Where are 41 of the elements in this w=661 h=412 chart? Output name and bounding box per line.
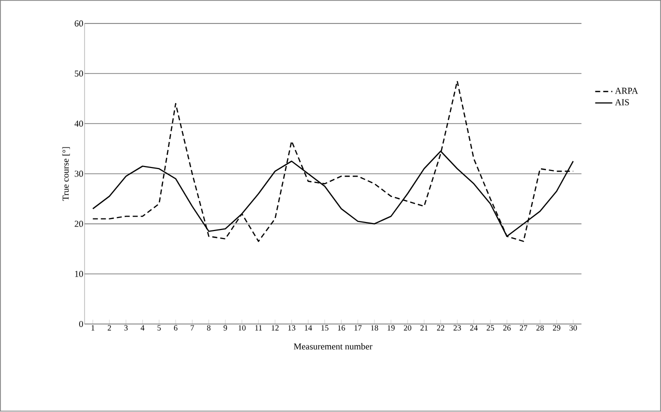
- x-tick-label: 30: [570, 325, 577, 331]
- x-tick-label: 25: [486, 325, 494, 331]
- y-tick-label: 0: [79, 321, 84, 328]
- y-tick-label: 50: [74, 70, 84, 77]
- x-tick-label: 12: [272, 325, 279, 331]
- x-tick-label: 27: [520, 325, 528, 331]
- x-tick-label: 1: [92, 325, 94, 331]
- y-tick-label: 20: [74, 220, 84, 228]
- x-tick-label: 3: [124, 325, 128, 331]
- x-tick-label: 2: [108, 325, 111, 331]
- x-tick-label: 21: [420, 325, 428, 331]
- x-tick-label: 19: [388, 325, 395, 331]
- x-tick-label: 11: [255, 325, 262, 331]
- legend-label: ARPA: [615, 88, 638, 94]
- x-tick-label: 9: [224, 325, 228, 331]
- x-tick-label: 24: [470, 325, 478, 331]
- x-axis-title: Measurement number: [294, 343, 372, 350]
- y-tick-label: 10: [75, 271, 84, 278]
- x-tick-label: 16: [338, 325, 346, 331]
- x-tick-label: 15: [321, 325, 328, 331]
- x-tick-label: 17: [354, 325, 362, 331]
- y-axis-title: True course [°]: [62, 147, 70, 201]
- legend-label: AIS: [615, 99, 629, 106]
- x-tick-label: 23: [454, 325, 461, 331]
- x-tick-label: 7: [190, 325, 194, 331]
- x-tick-label: 26: [503, 325, 511, 331]
- y-tick-label: 30: [74, 170, 84, 177]
- x-tick-label: 20: [404, 325, 412, 331]
- x-tick-label: 22: [437, 325, 444, 331]
- x-tick-label: 4: [140, 325, 144, 331]
- x-tick-label: 6: [174, 325, 178, 331]
- x-tick-label: 10: [238, 325, 246, 331]
- x-tick-label: 8: [207, 325, 210, 331]
- x-tick-label: 14: [304, 325, 312, 331]
- x-tick-label: 18: [371, 325, 378, 331]
- x-tick-label: 5: [158, 325, 161, 331]
- x-tick-label: 13: [288, 325, 296, 331]
- x-tick-label: 29: [552, 325, 560, 331]
- x-tick-label: 28: [536, 325, 544, 331]
- y-tick-label: 60: [74, 20, 84, 27]
- y-tick-label: 40: [74, 120, 84, 127]
